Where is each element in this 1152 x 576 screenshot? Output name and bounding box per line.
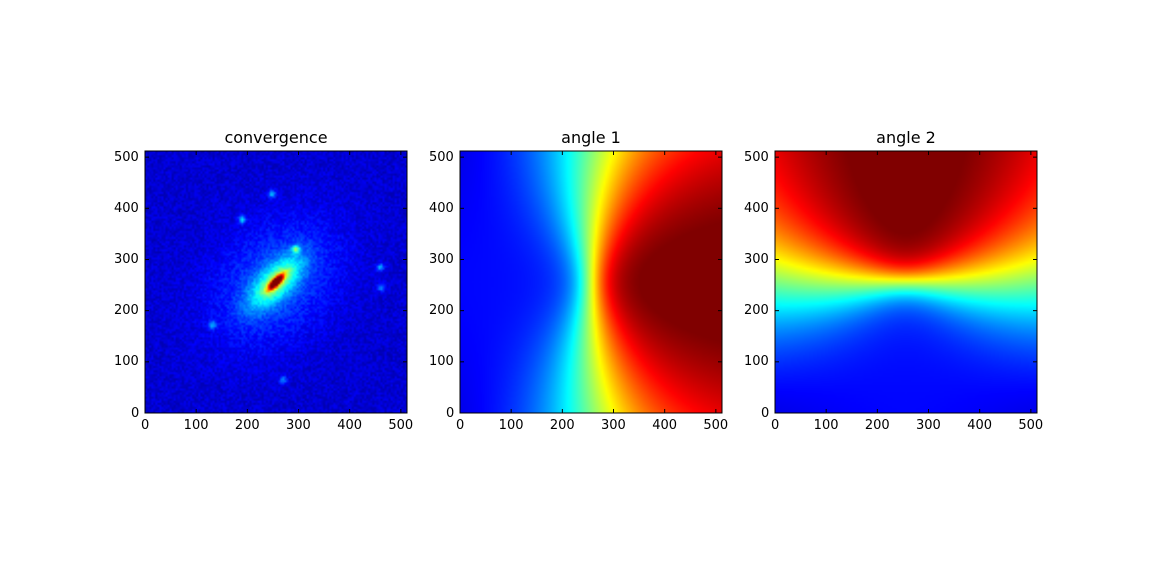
y-tick-label: 500 bbox=[429, 149, 454, 165]
x-tick-label: 500 bbox=[1018, 418, 1044, 433]
x-tick-label: 400 bbox=[652, 418, 678, 433]
axes-frame bbox=[774, 150, 1038, 414]
y-tick-label: 100 bbox=[114, 354, 139, 370]
x-tick-label: 400 bbox=[337, 418, 363, 433]
x-tick-label: 300 bbox=[916, 418, 941, 433]
axes-frame bbox=[459, 150, 723, 414]
heatmap-image bbox=[775, 151, 1037, 413]
x-tick-label: 300 bbox=[601, 418, 626, 433]
x-tick-label: 100 bbox=[498, 418, 524, 433]
y-tick-label: 400 bbox=[114, 200, 139, 216]
x-tick-label: 200 bbox=[549, 418, 575, 433]
y-tick-label: 100 bbox=[744, 354, 769, 370]
y-tick-label: 0 bbox=[446, 405, 455, 421]
y-tick-label: 300 bbox=[429, 251, 454, 267]
heatmap-image bbox=[460, 151, 722, 413]
y-tick-label: 200 bbox=[429, 303, 454, 319]
heatmap-image bbox=[145, 151, 407, 413]
x-tick-label: 500 bbox=[388, 418, 414, 433]
x-tick-label: 400 bbox=[967, 418, 993, 433]
chart-title: convergence bbox=[224, 128, 328, 147]
y-tick-label: 500 bbox=[744, 149, 769, 165]
x-tick-label: 100 bbox=[813, 418, 839, 433]
y-tick-label: 200 bbox=[114, 303, 139, 319]
y-tick-label: 0 bbox=[131, 405, 140, 421]
axes-frame bbox=[144, 150, 408, 414]
y-tick-label: 400 bbox=[429, 200, 454, 216]
x-tick-label: 200 bbox=[234, 418, 260, 433]
y-tick-label: 200 bbox=[744, 303, 769, 319]
x-tick-label: 0 bbox=[141, 418, 150, 433]
x-tick-label: 0 bbox=[771, 418, 780, 433]
x-tick-label: 500 bbox=[703, 418, 729, 433]
chart-title: angle 2 bbox=[876, 128, 936, 147]
y-tick-label: 300 bbox=[114, 251, 139, 267]
x-tick-label: 100 bbox=[183, 418, 209, 433]
y-tick-label: 300 bbox=[744, 251, 769, 267]
chart-title: angle 1 bbox=[561, 128, 621, 147]
y-tick-label: 0 bbox=[761, 405, 770, 421]
y-tick-label: 400 bbox=[744, 200, 769, 216]
y-tick-label: 100 bbox=[429, 354, 454, 370]
x-tick-label: 0 bbox=[456, 418, 465, 433]
x-tick-label: 200 bbox=[864, 418, 890, 433]
x-tick-label: 300 bbox=[286, 418, 311, 433]
y-tick-label: 500 bbox=[114, 149, 139, 165]
